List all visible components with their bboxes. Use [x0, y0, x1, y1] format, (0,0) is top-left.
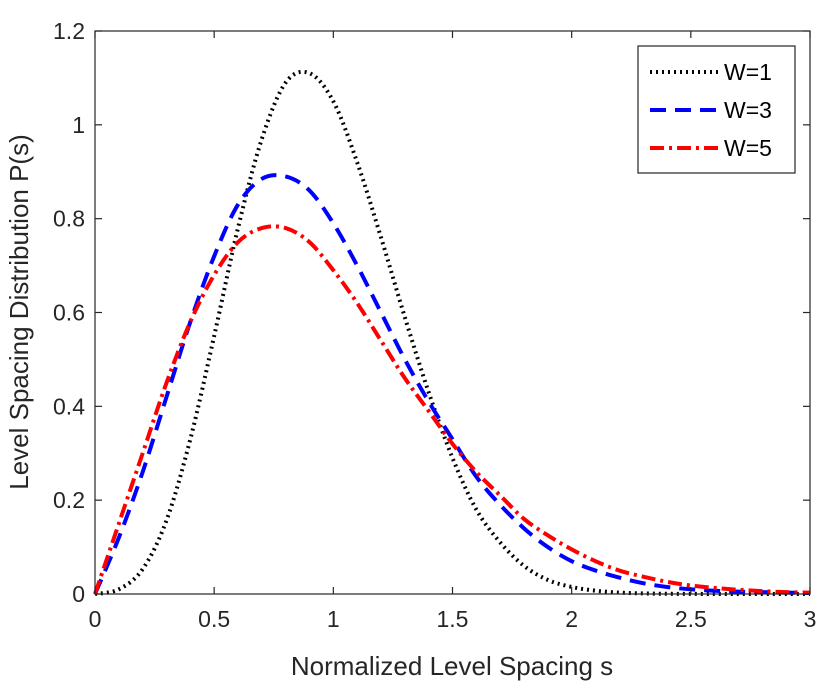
- x-tick-label: 0.5: [198, 606, 230, 632]
- legend-label-w-5: W=5: [724, 135, 772, 161]
- x-tick-label: 1.5: [437, 606, 469, 632]
- x-tick-label: 1: [327, 606, 340, 632]
- series-line-w-5: [93, 224, 811, 595]
- y-tick-label: 0.8: [53, 206, 85, 232]
- y-tick-label: 0.6: [53, 300, 85, 326]
- y-axis-title: Level Spacing Distribution P(s): [4, 134, 34, 490]
- x-tick-label: 3: [804, 606, 817, 632]
- ticks-layer: 0 0.5 1 1.5 2 2.5 3 0 0.2 0.4 0.6 0.8 1 1.2: [53, 18, 816, 632]
- y-tick-label: 0.4: [53, 393, 85, 419]
- y-tick-label: 1.2: [53, 18, 85, 44]
- legend: W=1 W=3 W=5: [637, 45, 796, 174]
- x-axis-title: Normalized Level Spacing s: [291, 651, 613, 681]
- y-tick-label: 1: [72, 112, 85, 138]
- y-tick-label: 0: [72, 581, 85, 607]
- x-tick-label: 2: [565, 606, 578, 632]
- y-tick-label: 0.2: [53, 487, 85, 513]
- x-tick-label: 0: [89, 606, 102, 632]
- x-tick-label: 2.5: [675, 606, 707, 632]
- legend-label-w-1: W=1: [724, 59, 772, 85]
- legend-label-w-3: W=3: [724, 97, 772, 123]
